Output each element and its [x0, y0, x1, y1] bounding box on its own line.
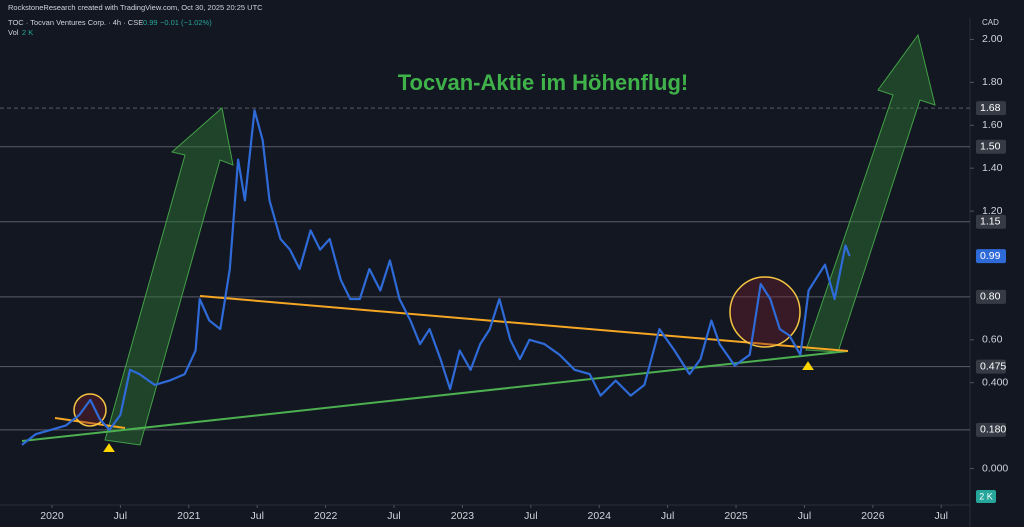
price-level-label: 0.180 [980, 424, 1006, 436]
y-tick-label: 2.00 [982, 33, 1003, 45]
volume-value: 2 K [22, 28, 33, 37]
volume-badge-bg [976, 490, 996, 503]
symbol-change: −0.01 (−1.02%) [160, 18, 212, 27]
highlight-circle [73, 393, 107, 427]
price-level-badge [976, 101, 1006, 116]
price-level-badge [976, 214, 1006, 229]
x-tick-label: Jul [935, 510, 948, 522]
x-tick-label: Jul [661, 510, 674, 522]
x-tick-label: Jul [524, 510, 537, 522]
x-tick-label: 2024 [588, 510, 612, 522]
support-trendline [21, 350, 849, 442]
arrow-marker [802, 361, 814, 370]
volume-label: Vol [8, 28, 19, 37]
x-tick-label: Jul [114, 510, 127, 522]
x-tick-label: 2021 [177, 510, 201, 522]
chart-title: Tocvan-Aktie im Höhenflug! [398, 70, 689, 95]
x-tick-label: 2023 [451, 510, 475, 522]
last-price-badge [976, 249, 1006, 264]
x-tick-label: Jul [387, 510, 400, 522]
highlight-circle [729, 276, 801, 348]
y-tick-label: 1.20 [982, 205, 1003, 217]
symbol-price: 0.99 [143, 18, 158, 27]
y-tick-label: 1.40 [982, 162, 1003, 174]
last-price-label: 0.99 [980, 250, 1001, 262]
currency: CAD [982, 18, 999, 27]
y-tick-label: 0.400 [982, 376, 1008, 388]
price-level-label: 1.50 [980, 141, 1001, 153]
resistance-trendline [199, 295, 849, 352]
y-tick-label: 0.000 [982, 462, 1008, 474]
attribution: RockstoneResearch created with TradingVi… [8, 3, 263, 12]
price-level-label: 1.68 [980, 102, 1001, 114]
volume-badge: 2 K [979, 491, 993, 501]
y-tick-label: 1.80 [982, 76, 1003, 88]
x-tick-label: Jul [798, 510, 811, 522]
symbol-name: TOC · Tocvan Ventures Corp. · 4h · CSE [8, 18, 143, 27]
price-level-label: 0.475 [980, 360, 1006, 372]
y-tick-label: 1.60 [982, 119, 1003, 131]
price-level-badge [976, 422, 1006, 437]
x-tick-label: Jul [250, 510, 263, 522]
x-tick-label: 2026 [861, 510, 885, 522]
y-tick-label: 0.60 [982, 334, 1003, 346]
arrow-drawing [805, 33, 936, 353]
x-tick-label: 2025 [724, 510, 748, 522]
x-tick-label: 2020 [40, 510, 64, 522]
price-level-label: 1.15 [980, 216, 1001, 228]
price-level-badge [976, 289, 1006, 304]
price-level-badge [976, 359, 1006, 374]
arrow-marker [103, 443, 115, 452]
price-line [21, 109, 851, 446]
price-level-label: 0.80 [980, 291, 1001, 303]
price-level-badge [976, 139, 1006, 154]
x-tick-label: 2022 [314, 510, 338, 522]
arrow-drawing [104, 107, 234, 446]
